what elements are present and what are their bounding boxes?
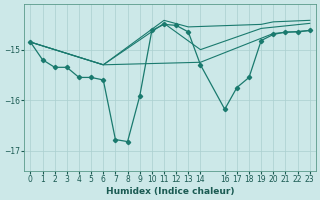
X-axis label: Humidex (Indice chaleur): Humidex (Indice chaleur) — [106, 187, 234, 196]
